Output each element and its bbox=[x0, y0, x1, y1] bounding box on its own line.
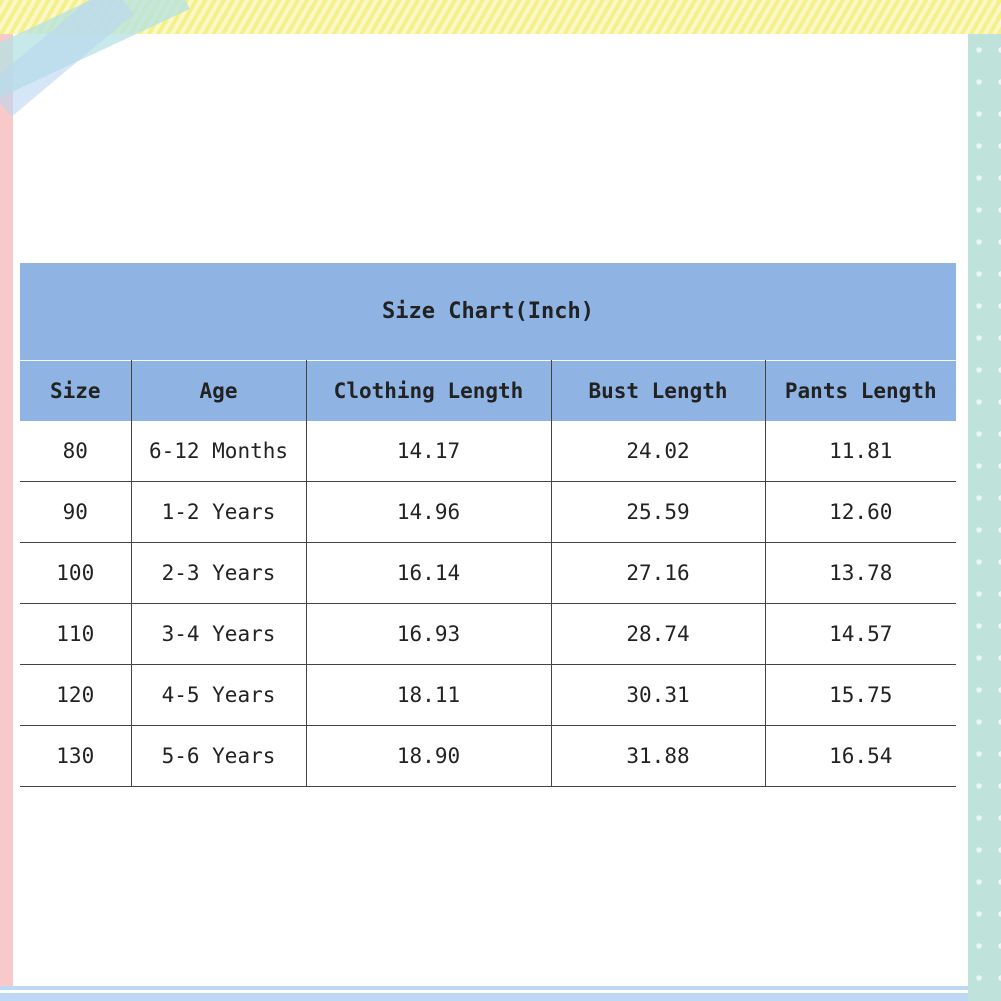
table-cell: 16.14 bbox=[306, 542, 552, 604]
table-row: 80 6-12 Months 14.17 24.02 11.81 bbox=[20, 421, 956, 482]
table-cell: 25.59 bbox=[551, 481, 766, 543]
table-cell: 5-6 Years bbox=[131, 725, 307, 787]
column-header: Bust Length bbox=[551, 360, 766, 421]
table-cell: 24.02 bbox=[551, 421, 766, 482]
table-cell: 11.81 bbox=[765, 421, 956, 482]
table-cell: 12.60 bbox=[765, 481, 956, 543]
table-cell: 1-2 Years bbox=[131, 481, 307, 543]
column-header: Size bbox=[20, 360, 132, 421]
table-cell: 18.90 bbox=[306, 725, 552, 787]
table-cell: 13.78 bbox=[765, 542, 956, 604]
table-row: 90 1-2 Years 14.96 25.59 12.60 bbox=[20, 481, 956, 543]
table-cell: 16.54 bbox=[765, 725, 956, 787]
table-cell: 14.57 bbox=[765, 603, 956, 665]
table-cell: 130 bbox=[20, 725, 132, 787]
table-cell: 16.93 bbox=[306, 603, 552, 665]
decorative-polka-dot-stripe bbox=[968, 34, 1001, 1001]
size-chart-table: Size Chart(Inch) Size Age Clothing Length B… bbox=[20, 263, 956, 787]
table-cell: 110 bbox=[20, 603, 132, 665]
table-cell: 28.74 bbox=[551, 603, 766, 665]
table-cell: 100 bbox=[20, 542, 132, 604]
table-cell: 6-12 Months bbox=[131, 421, 307, 482]
column-header: Age bbox=[131, 360, 307, 421]
table-cell: 3-4 Years bbox=[131, 603, 307, 665]
table-cell: 14.17 bbox=[306, 421, 552, 482]
table-cell: 4-5 Years bbox=[131, 664, 307, 726]
table-cell: 2-3 Years bbox=[131, 542, 307, 604]
column-header: Pants Length bbox=[765, 360, 956, 421]
decorative-bottom-stripe bbox=[0, 986, 968, 1001]
table-row: 120 4-5 Years 18.11 30.31 15.75 bbox=[20, 664, 956, 726]
table-cell: 18.11 bbox=[306, 664, 552, 726]
table-cell: 80 bbox=[20, 421, 132, 482]
column-header: Clothing Length bbox=[306, 360, 552, 421]
table-row: 110 3-4 Years 16.93 28.74 14.57 bbox=[20, 603, 956, 665]
table-title: Size Chart(Inch) bbox=[20, 263, 956, 361]
table-cell: 14.96 bbox=[306, 481, 552, 543]
table-row: 100 2-3 Years 16.14 27.16 13.78 bbox=[20, 542, 956, 604]
table-cell: 27.16 bbox=[551, 542, 766, 604]
table-cell: 31.88 bbox=[551, 725, 766, 787]
table-cell: 15.75 bbox=[765, 664, 956, 726]
table-cell: 120 bbox=[20, 664, 132, 726]
table-cell: 90 bbox=[20, 481, 132, 543]
table-cell: 30.31 bbox=[551, 664, 766, 726]
table-row: 130 5-6 Years 18.90 31.88 16.54 bbox=[20, 725, 956, 787]
decorative-left-stripe bbox=[0, 34, 13, 1001]
